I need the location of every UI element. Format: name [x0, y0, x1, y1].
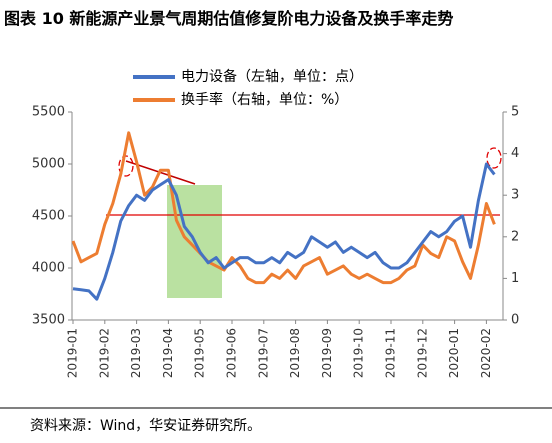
- series-line: [71, 131, 496, 285]
- x-tick-label: 2019-08: [288, 328, 302, 378]
- y2-tick-label: 4: [511, 146, 519, 161]
- y-tick-label: 5000: [32, 157, 65, 172]
- x-tick-label: 2019-04: [161, 328, 175, 378]
- y2-tick-label: 1: [511, 271, 519, 286]
- y2-tick-label: 0: [511, 313, 519, 328]
- y-tick-label: 5500: [32, 105, 65, 120]
- x-tick-label: 2019-11: [384, 328, 398, 378]
- y2-tick-label: 5: [511, 105, 519, 120]
- highlight-ellipse: [118, 155, 134, 177]
- highlight-ellipse: [486, 147, 502, 169]
- x-tick-label: 2019-02: [97, 328, 111, 378]
- x-tick-label: 2019-01: [66, 328, 80, 378]
- x-tick-label: 2020-01: [447, 328, 461, 378]
- x-tick-label: 2019-03: [129, 328, 143, 378]
- y2-tick-label: 3: [511, 188, 519, 203]
- x-tick-label: 2019-10: [352, 328, 366, 378]
- y-tick-label: 4000: [32, 261, 65, 276]
- legend-label: 换手率（右轴，单位：%）: [181, 91, 348, 108]
- y-tick-label: 4500: [32, 209, 65, 224]
- x-tick-label: 2019-05: [193, 328, 207, 378]
- series-line: [72, 162, 496, 301]
- x-tick-label: 2019-12: [415, 328, 429, 378]
- x-tick-label: 2019-09: [320, 328, 334, 378]
- y2-tick-label: 2: [511, 229, 519, 244]
- x-tick-label: 2019-06: [225, 328, 239, 378]
- chart-title: 图表 10 新能源产业景气周期估值修复阶电力设备及换手率走势: [4, 9, 454, 28]
- legend-label: 电力设备（左轴，单位：点）: [181, 68, 363, 85]
- y-tick-label: 3500: [32, 313, 65, 328]
- x-tick-label: 2020-02: [479, 328, 493, 378]
- source-note: 资料来源：Wind，华安证券研究所。: [30, 418, 261, 434]
- x-tick-label: 2019-07: [256, 328, 270, 378]
